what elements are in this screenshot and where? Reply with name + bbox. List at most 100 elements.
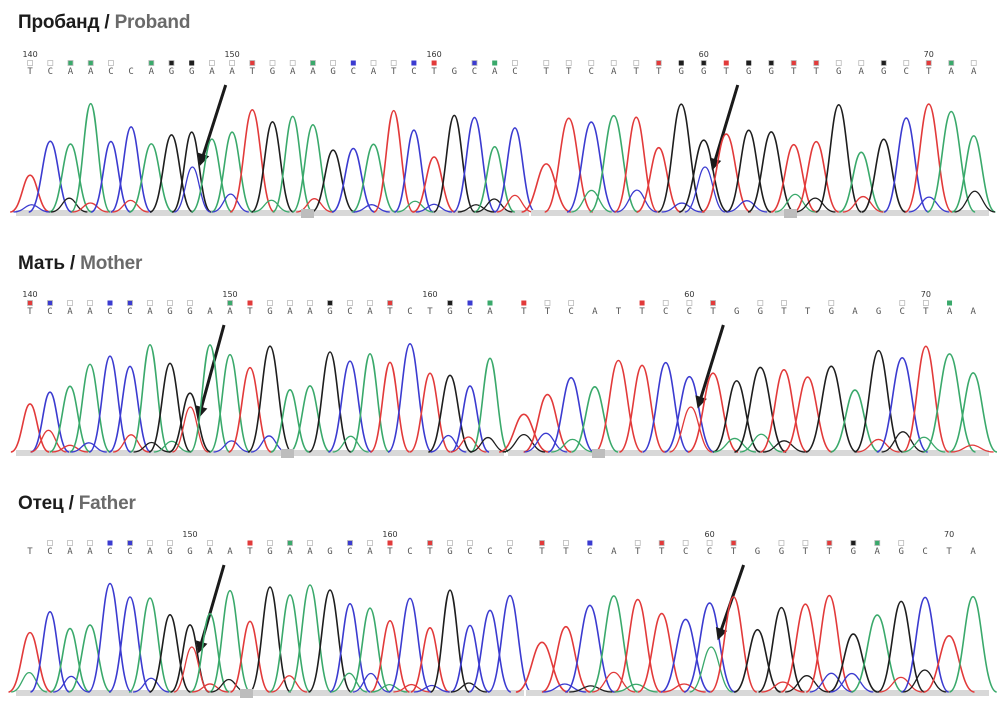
secondary-peak — [173, 646, 211, 693]
quality-marker — [592, 301, 597, 306]
quality-marker — [328, 541, 333, 546]
peak — [409, 372, 451, 453]
peak — [926, 110, 976, 213]
noise-peak — [762, 440, 806, 453]
quality-marker — [565, 60, 572, 66]
noise-peak — [70, 442, 107, 453]
base-call-A: A — [852, 307, 858, 317]
position-label: 160 — [426, 50, 441, 59]
base-call-C: C — [467, 307, 472, 317]
noise-peak — [396, 200, 434, 213]
peak — [287, 584, 333, 693]
base-call-A: A — [970, 307, 976, 317]
position-label: 150 — [222, 290, 237, 299]
base-call-T: T — [545, 307, 551, 317]
peak — [733, 628, 782, 693]
base-call-T: T — [387, 307, 393, 317]
noise-peak — [430, 434, 467, 453]
peak — [9, 174, 51, 213]
quality-marker — [327, 300, 333, 306]
noise-peak — [842, 195, 884, 213]
quality-marker — [367, 300, 373, 306]
title-separator: / — [63, 493, 79, 514]
peak — [429, 589, 471, 693]
noise-peak — [661, 202, 703, 213]
base-call-C: C — [351, 67, 356, 77]
panel-proband: Пробанд / Proband T C A A C C A G G A A T G A A G C A T C T G… — [0, 0, 1000, 235]
noise-peak — [213, 440, 250, 453]
base-call-G: G — [187, 547, 192, 557]
quality-marker — [805, 301, 810, 306]
peak — [329, 603, 371, 693]
quality-marker — [27, 60, 34, 66]
quality-marker — [28, 541, 33, 546]
base-call-G: G — [189, 67, 194, 77]
base-call-A: A — [149, 67, 155, 77]
quality-marker — [521, 300, 527, 306]
quality-marker — [922, 300, 929, 306]
peak — [70, 102, 112, 213]
base-call-T: T — [814, 67, 820, 77]
mutation-arrow — [200, 84, 228, 161]
quality-marker — [309, 60, 316, 66]
peak — [712, 380, 761, 453]
quality-marker — [67, 300, 73, 306]
position-label: 60 — [684, 290, 694, 299]
mutation-arrow-head — [195, 405, 208, 419]
base-call-T: T — [805, 307, 811, 317]
quality-marker — [452, 61, 457, 66]
quality-marker — [447, 540, 453, 546]
quality-marker — [768, 60, 775, 66]
quality-marker — [790, 60, 797, 66]
peak — [350, 353, 390, 453]
title-separator: / — [99, 12, 115, 33]
peak — [541, 625, 591, 693]
base-call-T: T — [387, 547, 393, 557]
position-label: 70 — [924, 50, 934, 59]
mutation-arrow-head — [695, 395, 707, 409]
noise-peak — [253, 199, 290, 213]
scroll-marker — [592, 449, 605, 458]
position-label: 160 — [382, 530, 397, 539]
panel-mother: Мать / Mother T C A A C C A G G A A T G A A G C A T C T G C A 14… — [0, 240, 1000, 475]
trace-left: T C A A C C A G G A A T G A A G C A T C T G C A 140 150 160 — [10, 290, 510, 456]
base-call-A: A — [859, 67, 865, 77]
quality-marker — [390, 60, 397, 66]
trace-left: T C A A C C A G G A A T G A A G C A T C T G C A C 140 150 160 — [9, 50, 536, 216]
quality-marker — [778, 540, 785, 546]
quality-marker — [730, 540, 737, 546]
peak — [594, 359, 643, 453]
quality-marker — [639, 300, 645, 306]
quality-marker — [488, 541, 493, 546]
noise-peak — [879, 676, 923, 693]
peak — [247, 345, 293, 453]
quality-marker — [167, 300, 173, 306]
quality-marker — [27, 300, 33, 306]
peak — [10, 403, 50, 453]
noise-peak — [191, 683, 229, 693]
peak — [149, 134, 194, 213]
peak — [780, 603, 831, 693]
noise-peak — [903, 669, 947, 693]
peak — [387, 343, 433, 453]
peak — [498, 413, 549, 453]
position-label: 70 — [921, 290, 931, 299]
peak — [758, 606, 805, 693]
base-call-T: T — [250, 67, 256, 77]
peak — [877, 600, 926, 693]
base-call-A: A — [67, 547, 73, 557]
peak — [351, 143, 396, 213]
peak — [450, 385, 490, 453]
noise-peak — [569, 685, 613, 693]
peak — [902, 345, 950, 453]
quality-marker — [307, 300, 313, 306]
quality-marker — [387, 540, 393, 546]
quality-marker — [568, 300, 575, 306]
peak — [883, 117, 929, 213]
peak — [149, 614, 191, 693]
position-label: 150 — [182, 530, 197, 539]
quality-marker — [588, 60, 595, 66]
title-ru: Пробанд — [18, 12, 100, 33]
noise-peak — [393, 683, 430, 693]
secondary-peak — [684, 166, 726, 213]
